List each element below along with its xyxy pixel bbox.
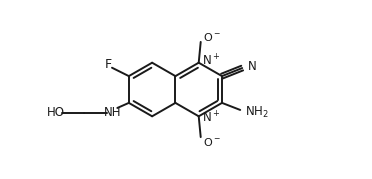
Text: F: F: [105, 58, 112, 71]
Text: O$^-$: O$^-$: [203, 136, 221, 148]
Text: O$^-$: O$^-$: [203, 31, 221, 43]
Text: N$^+$: N$^+$: [202, 111, 220, 126]
Text: HO: HO: [46, 107, 65, 119]
Text: N: N: [248, 60, 257, 72]
Text: NH$_2$: NH$_2$: [245, 105, 269, 120]
Text: NH: NH: [103, 107, 121, 119]
Text: N$^+$: N$^+$: [202, 53, 220, 68]
